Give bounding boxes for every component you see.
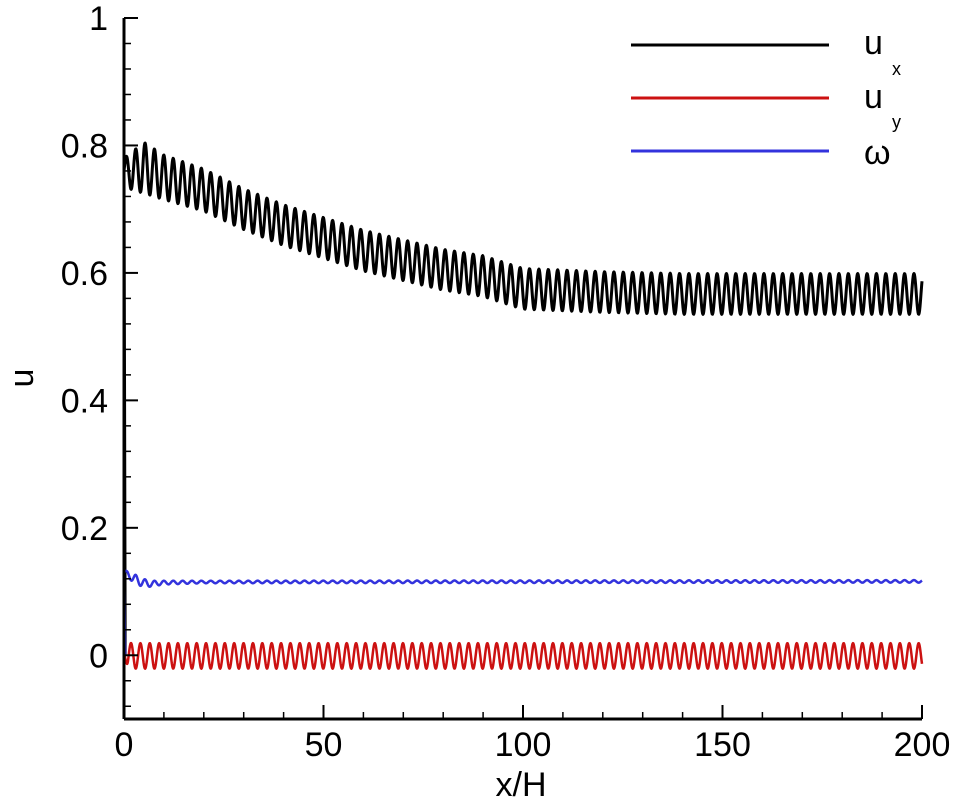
tick-labels-group: 0 50 100 150 200 0 0.2 0.4 0.6 0.8 1 [61, 0, 951, 764]
legend-label-uy: u [864, 78, 883, 116]
y-tick-label: 0.6 [61, 255, 108, 293]
series-line-ux [122, 141, 924, 656]
y-tick-label: 1 [89, 0, 108, 38]
axes-group [122, 18, 922, 721]
legend-entry-ux: u x [631, 24, 901, 79]
legend-label-omega: ω [864, 134, 891, 172]
x-axis-title: x/H [496, 766, 547, 804]
x-tick-label: 50 [305, 726, 343, 764]
x-tick-label: 100 [495, 726, 552, 764]
y-tick-label: 0 [89, 637, 108, 675]
y-tick-label: 0.4 [61, 382, 108, 420]
y-tick-label: 0.8 [61, 127, 108, 165]
ticks-group [123, 17, 923, 719]
legend-sub-uy: y [892, 112, 901, 132]
series-line-uy [123, 641, 924, 670]
x-tick-label: 150 [694, 726, 751, 764]
plot-series-group [122, 141, 924, 670]
y-axis-title: u [3, 369, 41, 388]
y-tick-label: 0.2 [61, 510, 108, 548]
legend-sub-ux: x [892, 59, 901, 79]
x-tick-label: 200 [894, 726, 951, 764]
legend-entry-omega: ω [631, 134, 891, 172]
legend-entry-uy: u y [631, 78, 901, 132]
series-line-omega [122, 569, 923, 656]
legend: u x u y ω [631, 24, 901, 172]
x-tick-label: 0 [115, 726, 134, 764]
legend-label-ux: u [864, 24, 883, 62]
